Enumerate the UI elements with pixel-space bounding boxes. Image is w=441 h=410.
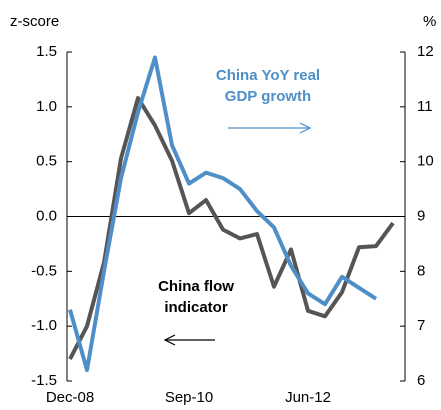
annotation: indicator [164,299,228,316]
y2-tick-label: 7 [417,317,425,334]
series-line [68,55,378,373]
y-axis-title: z-score [10,13,59,30]
y-tick-label: 1.0 [36,98,57,115]
y-tick-label: 1.5 [36,43,57,60]
y-tick-label: -0.5 [31,262,57,279]
y2-tick-label: 10 [417,153,434,170]
series-line [68,96,395,360]
annotation: China flow [158,278,234,295]
y-tick-label: 0.0 [36,207,57,224]
x-tick-label: Jun-12 [285,389,331,406]
y-tick-label: 0.5 [36,153,57,170]
y-tick-label: -1.5 [31,372,57,389]
y2-tick-label: 6 [417,372,425,389]
y2-tick-label: 12 [417,43,434,60]
annotation: GDP growth [225,88,311,105]
y2-tick-label: 11 [417,98,433,115]
annotation: China YoY real [216,67,320,84]
y2-axis-title: % [423,13,436,30]
y-tick-label: -1.0 [31,317,57,334]
y2-tick-label: 9 [417,207,425,224]
annotation-arrowhead [163,334,176,346]
x-tick-label: Dec-08 [46,389,94,406]
y2-tick-label: 8 [417,262,425,279]
x-tick-label: Sep-10 [165,389,213,406]
annotation-arrowhead [299,122,312,134]
